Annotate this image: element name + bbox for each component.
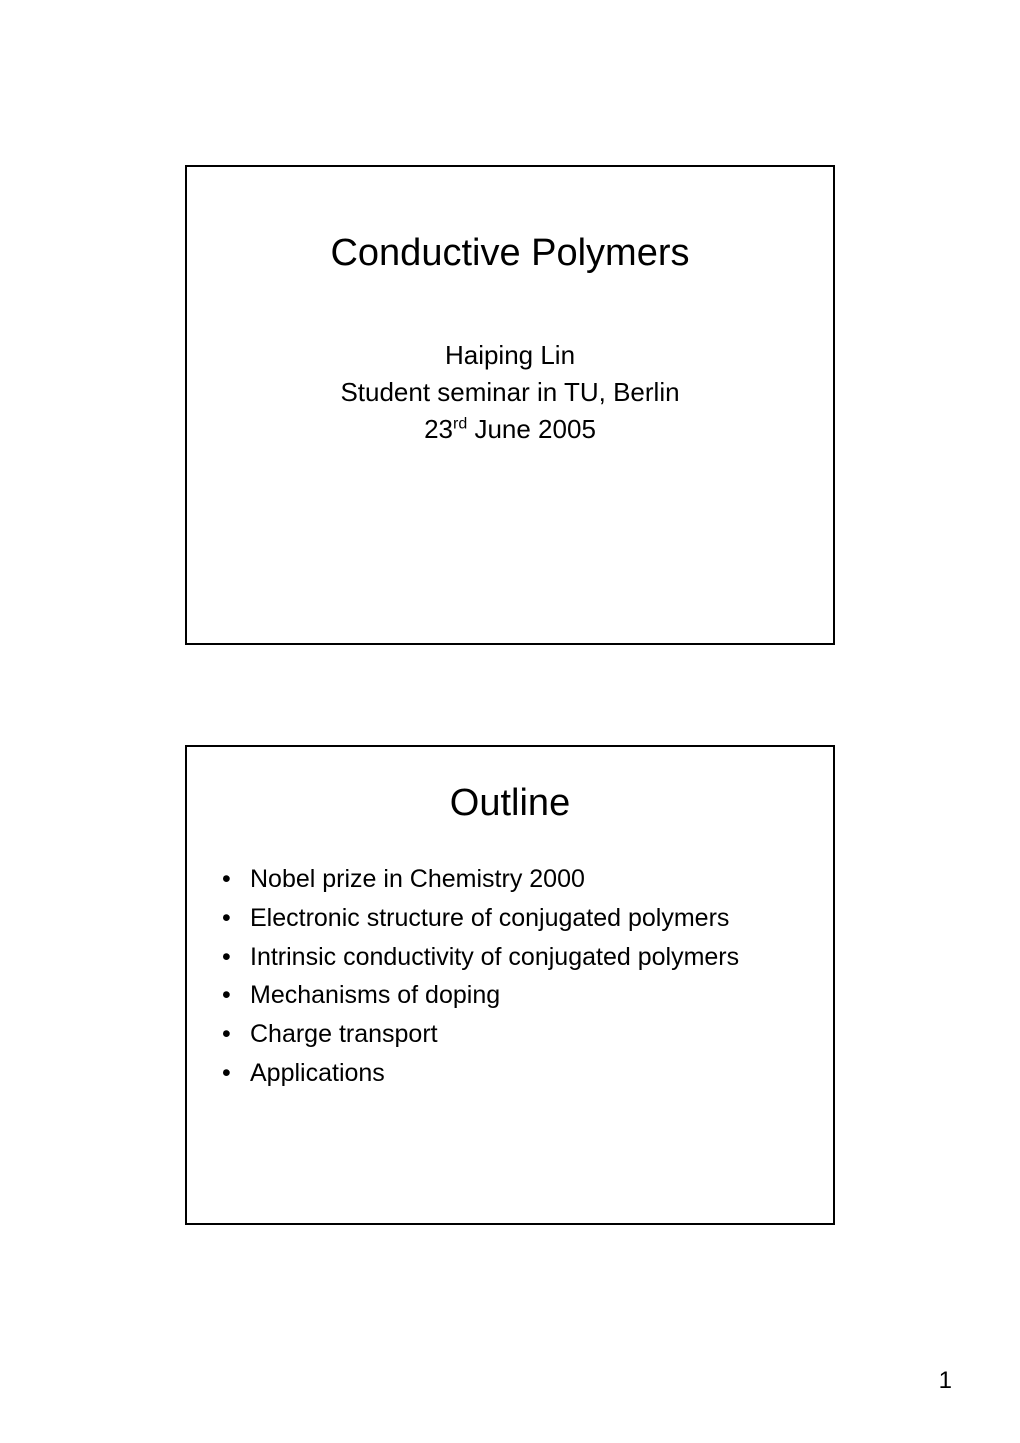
outline-item: Applications (222, 1054, 833, 1093)
slide-outline: Outline Nobel prize in Chemistry 2000 El… (185, 745, 835, 1225)
page-number: 1 (939, 1367, 952, 1395)
outline-item: Intrinsic conductivity of conjugated pol… (222, 938, 833, 977)
seminar-subtitle: Student seminar in TU, Berlin (340, 377, 679, 408)
date-suffix: rd (453, 415, 467, 432)
presentation-date: 23rd June 2005 (424, 414, 596, 445)
presentation-title: Conductive Polymers (330, 232, 689, 275)
outline-item: Mechanisms of doping (222, 976, 833, 1015)
outline-list: Nobel prize in Chemistry 2000 Electronic… (187, 860, 833, 1093)
outline-item: Nobel prize in Chemistry 2000 (222, 860, 833, 899)
author-name: Haiping Lin (445, 340, 575, 371)
outline-title: Outline (187, 782, 833, 825)
outline-item: Charge transport (222, 1015, 833, 1054)
outline-item: Electronic structure of conjugated polym… (222, 899, 833, 938)
date-day: 23 (424, 414, 453, 444)
date-rest: June 2005 (467, 414, 596, 444)
slide-title: Conductive Polymers Haiping Lin Student … (185, 165, 835, 645)
